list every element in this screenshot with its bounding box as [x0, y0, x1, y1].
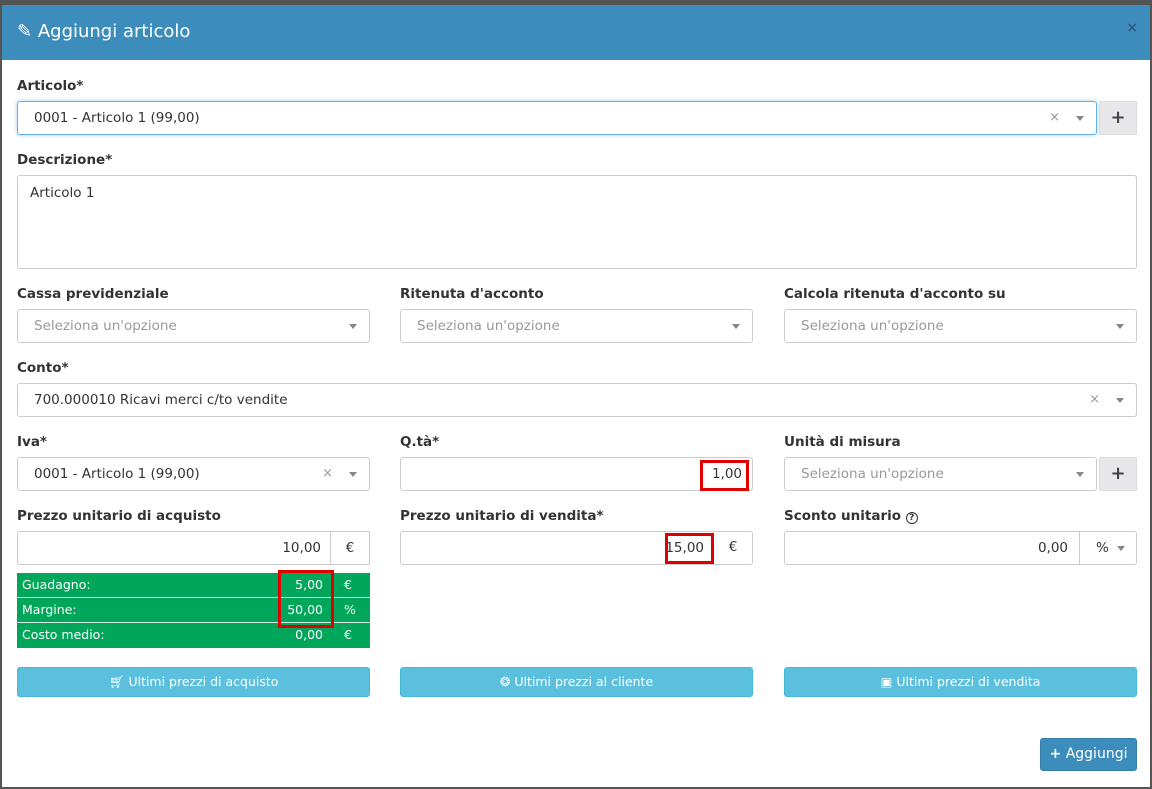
summary-row: Guadagno: 5,00 € [17, 573, 370, 598]
last-sale-prices-button[interactable]: ▣ Ultimi prezzi di vendita [784, 667, 1137, 697]
help-icon[interactable]: ? [905, 512, 918, 524]
conto-label: Conto* [17, 360, 69, 376]
vendita-label: Prezzo unitario di vendita* [400, 508, 604, 524]
articolo-select[interactable]: 0001 - Articolo 1 (99,00) × [17, 101, 1097, 135]
qta-highlight [700, 460, 749, 491]
vendita-highlight [665, 533, 714, 564]
modal-header: ✎ Aggiungi articolo × [2, 5, 1150, 60]
summary-row: Margine: 50,00% [17, 598, 370, 623]
currency-addon: € [728, 539, 738, 555]
last-customer-prices-button[interactable]: ❂ Ultimi prezzi al cliente [400, 667, 753, 697]
chevron-down-icon [349, 472, 357, 477]
iva-select[interactable]: 0001 - Articolo 1 (99,00) × [17, 457, 370, 491]
plus-icon: + [1049, 746, 1062, 762]
calcola-select[interactable]: Seleziona un'opzione [784, 309, 1137, 343]
cassa-select[interactable]: Seleziona un'opzione [17, 309, 370, 343]
margin-summary: Guadagno: 5,00 € Margine: 50,00% Costo medi… [17, 573, 370, 648]
sconto-unit-select[interactable]: % [1079, 532, 1137, 564]
pencil-icon: ✎ [17, 21, 33, 42]
calcola-label: Calcola ritenuta d'acconto su [784, 286, 1006, 302]
modal-title: ✎ Aggiungi articolo [17, 21, 191, 42]
descrizione-label: Descrizione* [17, 152, 113, 168]
vendita-input[interactable]: 15,00 € [400, 531, 753, 565]
iva-label: Iva* [17, 434, 47, 450]
close-button[interactable]: × [1126, 20, 1138, 36]
descrizione-textarea[interactable]: Articolo 1 [17, 175, 1137, 269]
chevron-down-icon [349, 324, 357, 329]
acquisto-label: Prezzo unitario di acquisto [17, 508, 221, 524]
um-select[interactable]: Seleziona un'opzione [784, 457, 1097, 491]
qta-input[interactable]: 1,00 [400, 457, 753, 491]
chevron-down-icon [1116, 398, 1124, 403]
cassa-label: Cassa previdenziale [17, 286, 169, 302]
clear-icon[interactable]: × [1049, 110, 1060, 125]
handshake-icon: ❂ [499, 674, 511, 689]
um-label: Unità di misura [784, 434, 901, 450]
clear-icon[interactable]: × [322, 466, 333, 481]
articolo-label: Articolo* [17, 78, 84, 94]
add-article-modal: ✎ Aggiungi articolo × Articolo* 0001 - A… [2, 5, 1150, 787]
chevron-down-icon [732, 324, 740, 329]
add-articolo-button[interactable]: + [1099, 101, 1137, 135]
chevron-down-icon [1076, 472, 1084, 477]
money-icon: ▣ [880, 674, 893, 689]
ritenuta-select[interactable]: Seleziona un'opzione [400, 309, 753, 343]
chevron-down-icon [1117, 546, 1125, 551]
aggiungi-button[interactable]: + Aggiungi [1040, 738, 1137, 771]
chevron-down-icon [1116, 324, 1124, 329]
last-purchase-prices-button[interactable]: 🛒︎ Ultimi prezzi di acquisto [17, 667, 370, 697]
clear-icon[interactable]: × [1089, 392, 1100, 407]
ritenuta-label: Ritenuta d'acconto [400, 286, 544, 302]
currency-addon: € [330, 531, 370, 565]
qta-label: Q.tà* [400, 434, 440, 450]
acquisto-input[interactable]: 10,00 € [17, 531, 370, 565]
sconto-input[interactable]: 0,00% [784, 531, 1137, 565]
chevron-down-icon [1076, 116, 1084, 121]
cart-icon: 🛒︎ [108, 674, 125, 689]
sconto-label: Sconto unitario ? [784, 508, 918, 524]
conto-select[interactable]: 700.000010 Ricavi merci c/to vendite × [17, 383, 1137, 417]
summary-highlight [278, 570, 334, 628]
summary-row: Costo medio: 0,00 € [22, 627, 352, 642]
add-um-button[interactable]: + [1099, 457, 1137, 491]
